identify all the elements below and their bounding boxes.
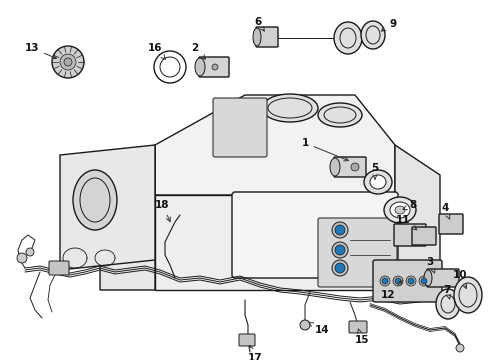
FancyBboxPatch shape (49, 261, 69, 275)
Circle shape (392, 276, 402, 286)
Polygon shape (155, 195, 394, 290)
Ellipse shape (423, 270, 431, 286)
Text: 15: 15 (354, 329, 368, 345)
FancyBboxPatch shape (411, 227, 435, 245)
FancyBboxPatch shape (438, 214, 462, 234)
Circle shape (26, 248, 34, 256)
Circle shape (64, 58, 72, 66)
Ellipse shape (333, 22, 361, 54)
Polygon shape (155, 95, 394, 195)
Text: 4: 4 (440, 203, 449, 219)
Text: 14: 14 (308, 323, 328, 335)
Circle shape (394, 278, 400, 284)
Ellipse shape (317, 103, 361, 127)
Text: 9: 9 (381, 19, 396, 31)
Ellipse shape (363, 170, 391, 194)
Circle shape (381, 278, 387, 284)
Text: 13: 13 (25, 43, 56, 59)
Circle shape (17, 253, 27, 263)
Circle shape (331, 222, 347, 238)
Text: 12: 12 (380, 281, 402, 300)
Text: 10: 10 (452, 270, 467, 288)
Text: 17: 17 (247, 346, 262, 360)
Polygon shape (100, 145, 155, 290)
FancyBboxPatch shape (213, 98, 266, 157)
Circle shape (455, 344, 463, 352)
FancyBboxPatch shape (372, 260, 441, 302)
Ellipse shape (73, 170, 117, 230)
Ellipse shape (435, 289, 459, 319)
Ellipse shape (360, 21, 384, 49)
Ellipse shape (394, 206, 404, 214)
Circle shape (331, 260, 347, 276)
FancyBboxPatch shape (393, 224, 425, 246)
FancyBboxPatch shape (199, 57, 228, 77)
Circle shape (350, 163, 358, 171)
FancyBboxPatch shape (256, 27, 278, 47)
Text: 5: 5 (370, 163, 378, 179)
Circle shape (334, 225, 345, 235)
Circle shape (299, 320, 309, 330)
Ellipse shape (195, 58, 204, 76)
FancyBboxPatch shape (426, 269, 458, 287)
Ellipse shape (252, 28, 261, 46)
Ellipse shape (369, 175, 385, 189)
Circle shape (60, 54, 76, 70)
FancyBboxPatch shape (231, 192, 397, 278)
FancyBboxPatch shape (239, 334, 254, 346)
Circle shape (405, 276, 415, 286)
Text: 11: 11 (395, 215, 416, 230)
Circle shape (420, 278, 426, 284)
Circle shape (379, 276, 389, 286)
Circle shape (52, 46, 84, 78)
Text: 16: 16 (147, 43, 165, 59)
FancyBboxPatch shape (317, 218, 396, 287)
Text: 18: 18 (154, 200, 170, 221)
Circle shape (407, 278, 413, 284)
FancyBboxPatch shape (348, 321, 366, 333)
FancyBboxPatch shape (333, 157, 365, 177)
Text: 2: 2 (191, 43, 205, 59)
Text: 8: 8 (402, 200, 416, 210)
Circle shape (212, 64, 218, 70)
Ellipse shape (262, 94, 317, 122)
Circle shape (331, 242, 347, 258)
Text: 7: 7 (443, 285, 450, 299)
Polygon shape (60, 145, 155, 270)
Ellipse shape (383, 197, 415, 223)
Circle shape (334, 263, 345, 273)
Polygon shape (394, 145, 439, 295)
Circle shape (418, 276, 428, 286)
Text: 3: 3 (426, 257, 434, 273)
Text: 6: 6 (254, 17, 264, 31)
Ellipse shape (453, 277, 481, 313)
Circle shape (334, 245, 345, 255)
Ellipse shape (389, 202, 409, 218)
Text: 1: 1 (301, 138, 348, 161)
Ellipse shape (329, 158, 339, 176)
